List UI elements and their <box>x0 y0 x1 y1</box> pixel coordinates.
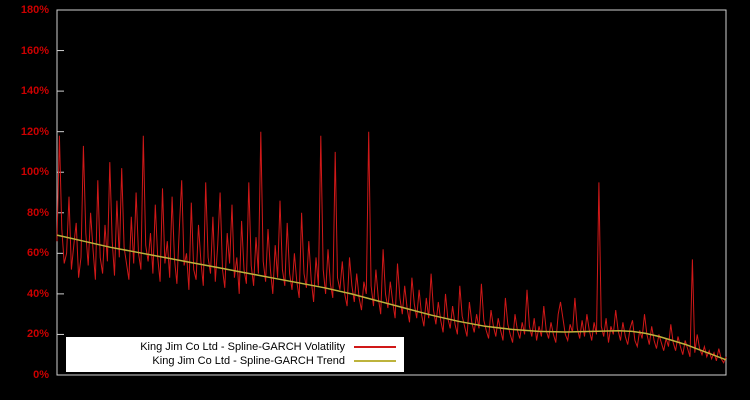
y-tick-label: 100% <box>20 166 49 179</box>
legend-row-trend: King Jim Co Ltd - Spline-GARCH Trend <box>74 354 396 368</box>
y-tick-label: 140% <box>20 85 49 98</box>
y-tick-label: 40% <box>26 287 49 300</box>
legend-line-sample-trend <box>354 360 396 362</box>
legend-line-sample-volatility <box>354 346 396 348</box>
legend-label-volatility: King Jim Co Ltd - Spline-GARCH Volatilit… <box>140 341 345 353</box>
y-tick-label: 80% <box>26 206 49 219</box>
y-tick-label: 120% <box>20 125 49 138</box>
legend: King Jim Co Ltd - Spline-GARCH Volatilit… <box>65 336 405 373</box>
y-tick-label: 180% <box>20 4 49 16</box>
y-tick-label: 0% <box>33 369 49 381</box>
plot-border <box>56 9 727 376</box>
y-tick-label: 60% <box>26 247 49 260</box>
legend-row-volatility: King Jim Co Ltd - Spline-GARCH Volatilit… <box>74 340 396 354</box>
volatility-series-line <box>56 131 727 364</box>
y-tick-label: 20% <box>26 328 49 341</box>
y-tick-label: 160% <box>20 44 49 57</box>
trend-series-line <box>56 234 727 361</box>
legend-label-trend: King Jim Co Ltd - Spline-GARCH Trend <box>152 355 345 367</box>
